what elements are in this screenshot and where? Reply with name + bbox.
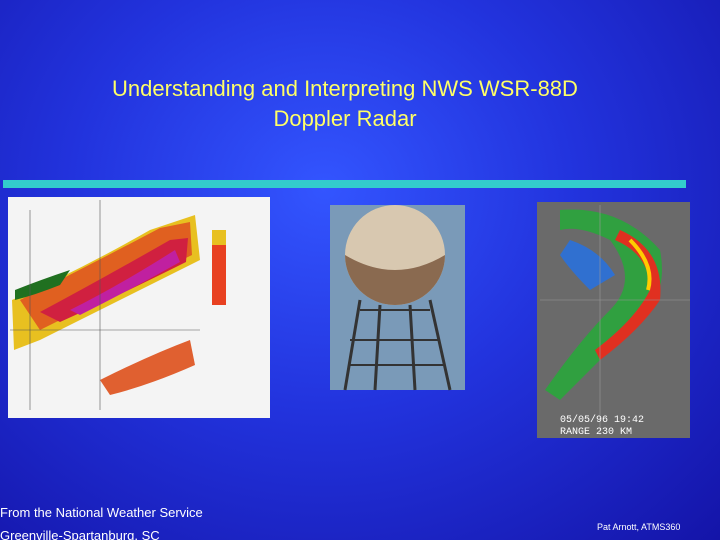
radar-map-right: 05/05/96 19:42 RANGE 230 KM	[537, 202, 690, 438]
footer-author: Pat Arnott, ATMS360	[597, 522, 681, 532]
radar-range: RANGE 230 KM	[560, 427, 632, 438]
title-line: Doppler Radar	[273, 106, 417, 131]
radar-map-left	[8, 197, 270, 418]
radar-timestamp: 05/05/96 19:42	[560, 414, 644, 426]
title-line: Understanding and Interpreting NWS WSR-8…	[112, 76, 578, 101]
footer-source: Greenville-Spartanburg, SC	[0, 528, 160, 540]
radar-dome-photo	[330, 205, 465, 391]
footer-source: From the National Weather Service	[0, 505, 203, 520]
divider-bar	[3, 180, 686, 188]
